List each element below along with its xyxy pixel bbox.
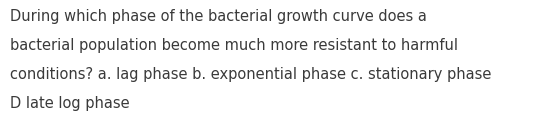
Text: During which phase of the bacterial growth curve does a: During which phase of the bacterial grow…	[10, 9, 427, 24]
Text: D late log phase: D late log phase	[10, 96, 129, 111]
Text: bacterial population become much more resistant to harmful: bacterial population become much more re…	[10, 38, 458, 53]
Text: conditions? a. lag phase b. exponential phase c. stationary phase: conditions? a. lag phase b. exponential …	[10, 67, 492, 82]
